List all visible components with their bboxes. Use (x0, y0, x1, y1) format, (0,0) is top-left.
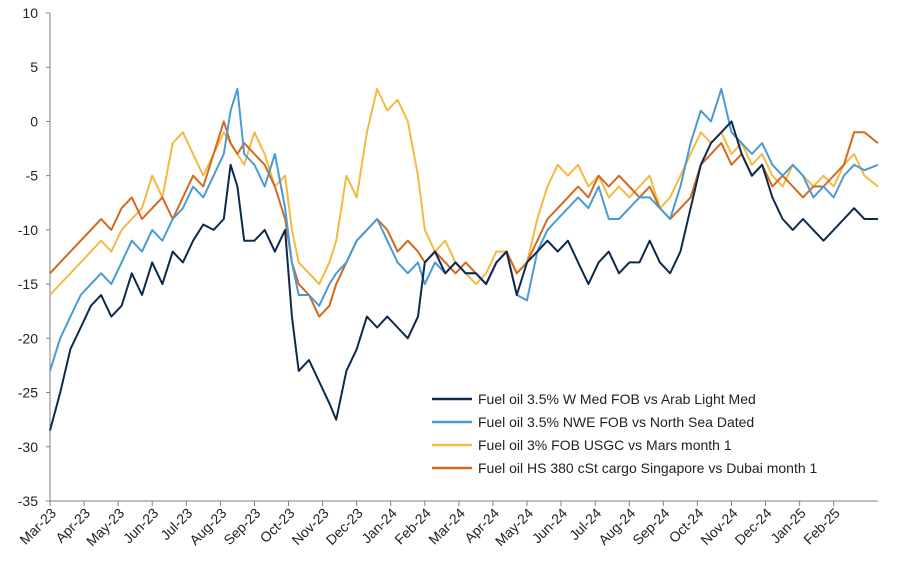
y-tick-label: 5 (30, 59, 38, 75)
x-tick-label: May-24 (492, 505, 536, 549)
legend-label: Fuel oil HS 380 cSt cargo Singapore vs D… (478, 460, 818, 476)
y-tick-label: 0 (30, 113, 38, 129)
y-tick-label: -25 (18, 385, 38, 401)
x-tick-label: Jan-25 (767, 505, 809, 547)
x-tick-label: Aug-24 (595, 505, 638, 548)
x-tick-label: Jan-24 (358, 505, 400, 547)
legend-label: Fuel oil 3% FOB USGC vs Mars month 1 (478, 437, 732, 453)
x-tick-label: Jun-23 (120, 505, 162, 547)
x-tick-label: May-23 (83, 505, 127, 549)
series-layer (49, 87, 879, 431)
x-tick-label: Aug-23 (186, 505, 229, 548)
x-tick-label: Jun-24 (529, 505, 571, 547)
y-tick-label: -20 (18, 330, 38, 346)
y-tick-label: -30 (18, 439, 38, 455)
y-tick-label: -35 (18, 493, 38, 509)
x-tick-label: Nov-24 (697, 505, 740, 548)
x-tick-label: Dec-23 (323, 505, 366, 548)
series-line-2 (49, 87, 879, 372)
legend-label: Fuel oil 3.5% W Med FOB vs Arab Light Me… (478, 391, 756, 407)
x-tick-label: Feb-24 (391, 505, 434, 548)
x-tick-label: Dec-24 (731, 505, 774, 548)
x-tick-label: Mar-24 (425, 505, 468, 548)
y-tick-label: -15 (18, 276, 38, 292)
y-tick-label: -10 (18, 222, 38, 238)
series-line-3 (49, 87, 879, 296)
x-tick-label: Nov-23 (288, 505, 331, 548)
legend-label: Fuel oil 3.5% NWE FOB vs North Sea Dated (478, 414, 754, 430)
legend: Fuel oil 3.5% W Med FOB vs Arab Light Me… (422, 382, 874, 490)
legend-background (422, 382, 874, 490)
x-tick-label: Mar-23 (16, 505, 59, 548)
x-tick-label: Sep-23 (220, 505, 263, 548)
y-tick-label: 10 (22, 5, 38, 21)
y-tick-label: -5 (26, 168, 39, 184)
x-tick-label: Feb-25 (800, 505, 843, 548)
series-line-1 (49, 120, 878, 431)
x-tick-label: Sep-24 (629, 505, 672, 548)
